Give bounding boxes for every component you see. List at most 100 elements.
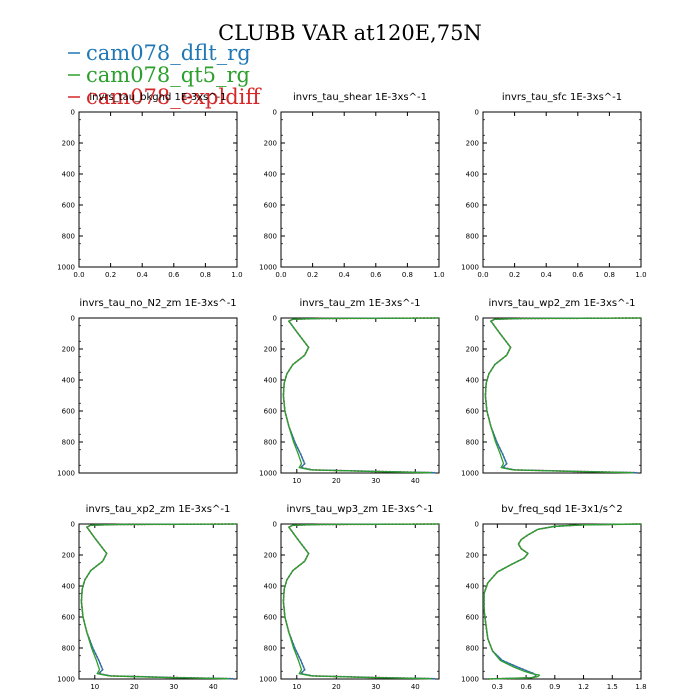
series-line-cam078_dflt_rg (80, 523, 238, 680)
y-tick-label: 800 (264, 439, 277, 447)
y-tick-label: 600 (466, 202, 479, 210)
y-tick-label: 600 (62, 408, 75, 416)
panel-frame (482, 111, 642, 268)
series-line-cam078_qt5_rg (282, 523, 440, 680)
x-tick-label: 0.6 (370, 271, 382, 279)
x-tick-label: 0.0 (73, 271, 84, 279)
x-tick-label: 0.4 (137, 271, 149, 279)
x-tick-label: 10 (292, 477, 301, 485)
y-tick-label: 400 (62, 377, 75, 385)
y-tick-label: 400 (466, 377, 479, 385)
x-tick-label: 10 (90, 683, 99, 691)
panel-title: bv_freq_sqd 1E-3x1/s^2 (501, 504, 623, 515)
x-tick-label: 0.8 (200, 271, 211, 279)
y-tick-label: 1000 (57, 676, 75, 684)
series-line-cam078_expldiff (80, 523, 238, 680)
x-tick-label: 30 (169, 683, 178, 691)
x-tick-label: 40 (411, 477, 420, 485)
x-tick-label: 1.8 (635, 683, 646, 691)
panel-title: invrs_tau_wp2_zm 1E-3xs^-1 (489, 298, 636, 309)
y-tick-label: 1000 (259, 264, 277, 272)
y-tick-label: 200 (62, 552, 75, 560)
series-line-cam078_dflt_rg (282, 523, 440, 680)
y-tick-label: 800 (264, 645, 277, 653)
panel-grid: invrs_tau_bkgnd 1E-3xs^-1020040060080010… (57, 92, 646, 691)
panel-9: bv_freq_sqd 1E-3x1/s^2 0 200 400 600 800 1000 0… (461, 504, 646, 691)
x-tick-label: 1.0 (433, 271, 444, 279)
y-tick-label: 1000 (57, 470, 75, 478)
y-tick-label: 1000 (259, 676, 277, 684)
y-tick-label: 400 (62, 171, 75, 179)
y-tick-label: 0 (475, 315, 479, 323)
panel-title: invrs_tau_bkgnd 1E-3xs^-1 (89, 92, 226, 103)
x-tick-label: 0.9 (549, 683, 560, 691)
series-line-cam078_expldiff (282, 317, 440, 474)
y-tick-label: 400 (264, 583, 277, 591)
panel-title: invrs_tau_zm 1E-3xs^-1 (299, 298, 420, 309)
y-tick-label: 200 (264, 346, 277, 354)
y-tick-label: 200 (264, 140, 277, 148)
y-tick-label: 0 (273, 521, 277, 529)
y-tick-label: 200 (466, 140, 479, 148)
x-tick-label: 20 (332, 683, 341, 691)
panel-2: invrs_tau_shear 1E-3xs^-1 0 200 400 600 800 10… (259, 92, 444, 279)
legend-entry: cam078_qt5_rg (86, 63, 250, 87)
y-tick-label: 0 (475, 109, 479, 117)
y-tick-label: 200 (466, 346, 479, 354)
series-line-cam078_qt5_rg (484, 317, 642, 474)
x-tick-label: 0.6 (168, 271, 180, 279)
y-tick-label: 200 (62, 140, 75, 148)
y-tick-label: 0 (273, 315, 277, 323)
y-tick-label: 600 (466, 614, 479, 622)
legend: cam078_dflt_rgcam078_qt5_rgcam078_expldi… (68, 41, 262, 109)
y-tick-label: 800 (264, 233, 277, 241)
x-tick-label: 0.4 (541, 271, 553, 279)
panel-title: invrs_tau_sfc 1E-3xs^-1 (502, 92, 622, 103)
x-tick-label: 0.0 (477, 271, 488, 279)
legend-entry: cam078_expldiff (86, 85, 262, 109)
y-tick-label: 0 (71, 315, 75, 323)
y-tick-label: 200 (264, 552, 277, 560)
x-tick-label: 0.2 (509, 271, 520, 279)
y-tick-label: 0 (273, 109, 277, 117)
y-tick-label: 1000 (461, 470, 479, 478)
x-tick-label: 1.2 (578, 683, 589, 691)
y-tick-label: 600 (62, 202, 75, 210)
panel-frame (280, 111, 440, 268)
series-line-cam078_expldiff (484, 317, 642, 474)
x-tick-label: 20 (130, 683, 139, 691)
series-line-cam078_dflt_rg (282, 317, 440, 474)
y-tick-label: 200 (466, 552, 479, 560)
y-tick-label: 800 (466, 645, 479, 653)
y-tick-label: 400 (62, 583, 75, 591)
series-line-cam078_qt5_rg (483, 523, 642, 680)
panel-7: invrs_tau_xp2_zm 1E-3xs^-1 0 200 400 600 800 1… (57, 504, 238, 691)
series-line-cam078_dflt_rg (483, 523, 642, 680)
y-tick-label: 200 (62, 346, 75, 354)
y-tick-label: 600 (466, 408, 479, 416)
y-tick-label: 1000 (461, 264, 479, 272)
series-line-cam078_expldiff (483, 523, 642, 680)
panel-6: invrs_tau_wp2_zm 1E-3xs^-1 0 200 400 600 800 1… (461, 298, 642, 478)
y-tick-label: 400 (264, 377, 277, 385)
y-tick-label: 600 (62, 614, 75, 622)
panel-3: invrs_tau_sfc 1E-3xs^-1 0 200 400 600 800 1000… (461, 92, 646, 279)
x-tick-label: 0.4 (339, 271, 351, 279)
x-tick-label: 0.2 (105, 271, 116, 279)
x-tick-label: 10 (292, 683, 301, 691)
x-tick-label: 1.0 (231, 271, 242, 279)
panel-frame (78, 317, 238, 474)
x-tick-label: 0.6 (521, 683, 533, 691)
series-line-cam078_expldiff (282, 523, 440, 680)
x-tick-label: 40 (209, 683, 218, 691)
panel-title: invrs_tau_wp3_zm 1E-3xs^-1 (287, 504, 434, 515)
x-tick-label: 1.5 (607, 683, 618, 691)
y-tick-label: 800 (62, 645, 75, 653)
series-line-cam078_qt5_rg (282, 317, 440, 474)
x-tick-label: 0.3 (492, 683, 503, 691)
y-tick-label: 800 (466, 233, 479, 241)
y-tick-label: 800 (62, 439, 75, 447)
panel-title: invrs_tau_no_N2_zm 1E-3xs^-1 (79, 298, 236, 309)
x-tick-label: 0.0 (275, 271, 286, 279)
